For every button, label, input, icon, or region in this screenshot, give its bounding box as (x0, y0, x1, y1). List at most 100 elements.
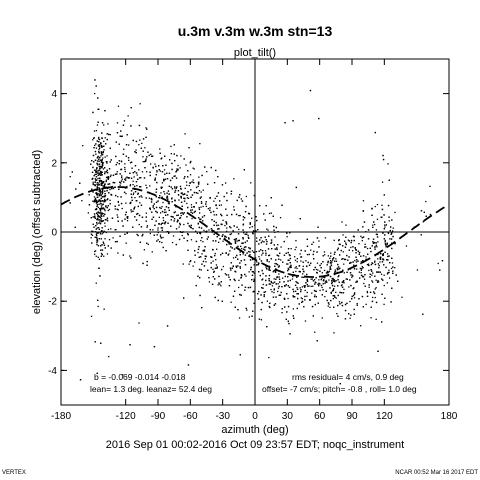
scatter-point (118, 188, 120, 190)
scatter-point (318, 282, 320, 284)
scatter-point (329, 306, 331, 308)
scatter-point (370, 317, 372, 319)
scatter-point (177, 164, 179, 167)
scatter-point (154, 179, 156, 181)
chart-subtitle: plot_tilt() (234, 47, 276, 59)
scatter-point (363, 282, 365, 285)
scatter-point (145, 212, 147, 214)
scatter-point (216, 224, 218, 227)
scatter-point (114, 229, 116, 231)
scatter-point (294, 284, 297, 286)
scatter-point (217, 224, 220, 226)
scatter-point (271, 285, 274, 287)
scatter-point (218, 204, 221, 206)
scatter-point (141, 235, 143, 237)
scatter-point (294, 256, 296, 258)
scatter-point (292, 295, 294, 297)
scatter-point (236, 240, 238, 242)
scatter-point (99, 172, 102, 174)
scatter-point (183, 193, 186, 195)
scatter-point (69, 176, 71, 178)
scatter-point (130, 193, 132, 195)
scatter-point (95, 192, 97, 194)
scatter-point (152, 229, 154, 231)
scatter-point (208, 229, 210, 231)
scatter-point (174, 160, 176, 162)
scatter-point (161, 229, 163, 231)
scatter-point (126, 216, 128, 218)
scatter-point (366, 292, 369, 294)
scatter-point (280, 246, 282, 248)
scatter-point (228, 237, 230, 239)
scatter-point (332, 259, 334, 261)
scatter-point (346, 278, 348, 280)
scatter-point (296, 281, 298, 284)
y-tick-label: 4 (51, 89, 57, 100)
scatter-point (164, 155, 166, 157)
scatter-point (142, 233, 144, 236)
scatter-point (321, 294, 323, 296)
scatter-point (162, 236, 164, 239)
scatter-point (268, 254, 270, 257)
scatter-point (249, 222, 251, 224)
scatter-point (146, 242, 148, 244)
scatter-point (109, 147, 111, 149)
scatter-point (103, 149, 105, 151)
scatter-point (128, 159, 130, 161)
scatter-point (252, 232, 254, 234)
scatter-point (306, 273, 308, 276)
scatter-point (333, 239, 335, 241)
scatter-point (175, 228, 178, 230)
scatter-point (332, 289, 334, 291)
scatter-point (101, 249, 104, 251)
scatter-point (339, 303, 341, 305)
scatter-point (181, 212, 183, 214)
scatter-point (263, 291, 265, 293)
scatter-point (103, 145, 105, 147)
scatter-point (357, 260, 359, 262)
scatter-point (146, 226, 148, 228)
scatter-point (96, 372, 98, 374)
scatter-point (104, 167, 106, 169)
scatter-point (383, 214, 385, 216)
scatter-point (126, 134, 128, 136)
scatter-point (386, 282, 388, 284)
scatter-point (249, 226, 251, 229)
scatter-point (326, 281, 328, 283)
scatter-point (130, 107, 132, 109)
scatter-point (252, 271, 254, 273)
scatter-point (239, 214, 241, 217)
scatter-point (109, 134, 111, 136)
scatter-point (352, 294, 355, 297)
scatter-point (79, 182, 81, 184)
scatter-point (295, 290, 297, 292)
scatter-point (97, 144, 99, 146)
scatter-point (187, 234, 189, 236)
scatter-point (268, 254, 271, 256)
scatter-point (99, 156, 101, 159)
scatter-point (90, 233, 93, 235)
scatter-point (130, 257, 132, 259)
scatter-point (103, 308, 105, 310)
scatter-point (333, 288, 335, 290)
scatter-point (209, 209, 211, 211)
scatter-point (213, 214, 215, 216)
scatter-point (360, 274, 363, 277)
scatter-point (140, 177, 142, 179)
scatter-point (166, 195, 168, 197)
scatter-point (392, 235, 394, 238)
scatter-point (201, 263, 203, 265)
scatter-point (170, 153, 172, 155)
scatter-point (144, 147, 146, 149)
scatter-point (267, 229, 269, 231)
scatter-point (226, 223, 228, 225)
scatter-point (167, 198, 169, 200)
scatter-point (130, 177, 133, 179)
scatter-point (327, 271, 330, 273)
scatter-point (391, 262, 394, 264)
scatter-point (222, 234, 224, 236)
scatter-point (374, 275, 376, 277)
scatter-point (375, 287, 377, 289)
scatter-point (126, 185, 128, 188)
scatter-point (98, 190, 100, 192)
